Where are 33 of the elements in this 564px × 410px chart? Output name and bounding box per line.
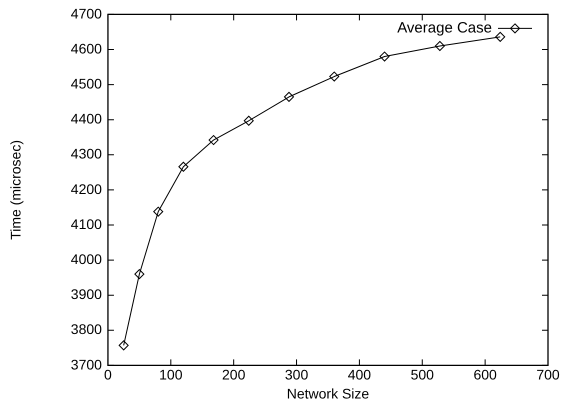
y-tick-label: 4200 (70, 180, 102, 197)
x-tick-label: 100 (159, 366, 183, 383)
x-tick-label: 200 (222, 366, 246, 383)
y-tick-label: 4600 (70, 40, 102, 56)
point (134, 269, 144, 280)
point (153, 206, 164, 217)
legend-label: Average Case (397, 20, 492, 37)
x-tick-label: 300 (284, 366, 308, 383)
point (329, 72, 340, 82)
point (244, 116, 254, 126)
y-tick-label: 4400 (70, 110, 102, 127)
point (178, 162, 188, 172)
x-tick-label: 500 (410, 366, 434, 383)
point (380, 52, 390, 62)
y-tick-label: 3700 (70, 356, 102, 372)
point (208, 135, 219, 146)
point (118, 340, 129, 350)
x-tick-label: 700 (536, 366, 560, 383)
x-tick-label: 400 (348, 366, 372, 383)
x-axis-title: Network Size (286, 385, 370, 402)
y-tick-label: 4500 (70, 75, 102, 92)
x-tick-label: 600 (473, 366, 498, 383)
point (434, 40, 445, 51)
y-tick-label: 4100 (70, 216, 102, 232)
y-tick-label: 4300 (70, 146, 102, 162)
point (284, 92, 294, 102)
y-tick-label: 4000 (70, 250, 102, 267)
y-tick-label: 3800 (70, 321, 102, 338)
point (495, 32, 506, 42)
y-axis-title: Time (microsec) (7, 140, 24, 240)
x-tick-label: 0 (104, 366, 112, 383)
y-tick-label: 3900 (70, 286, 102, 302)
y-tick-label: 4700 (70, 5, 102, 22)
